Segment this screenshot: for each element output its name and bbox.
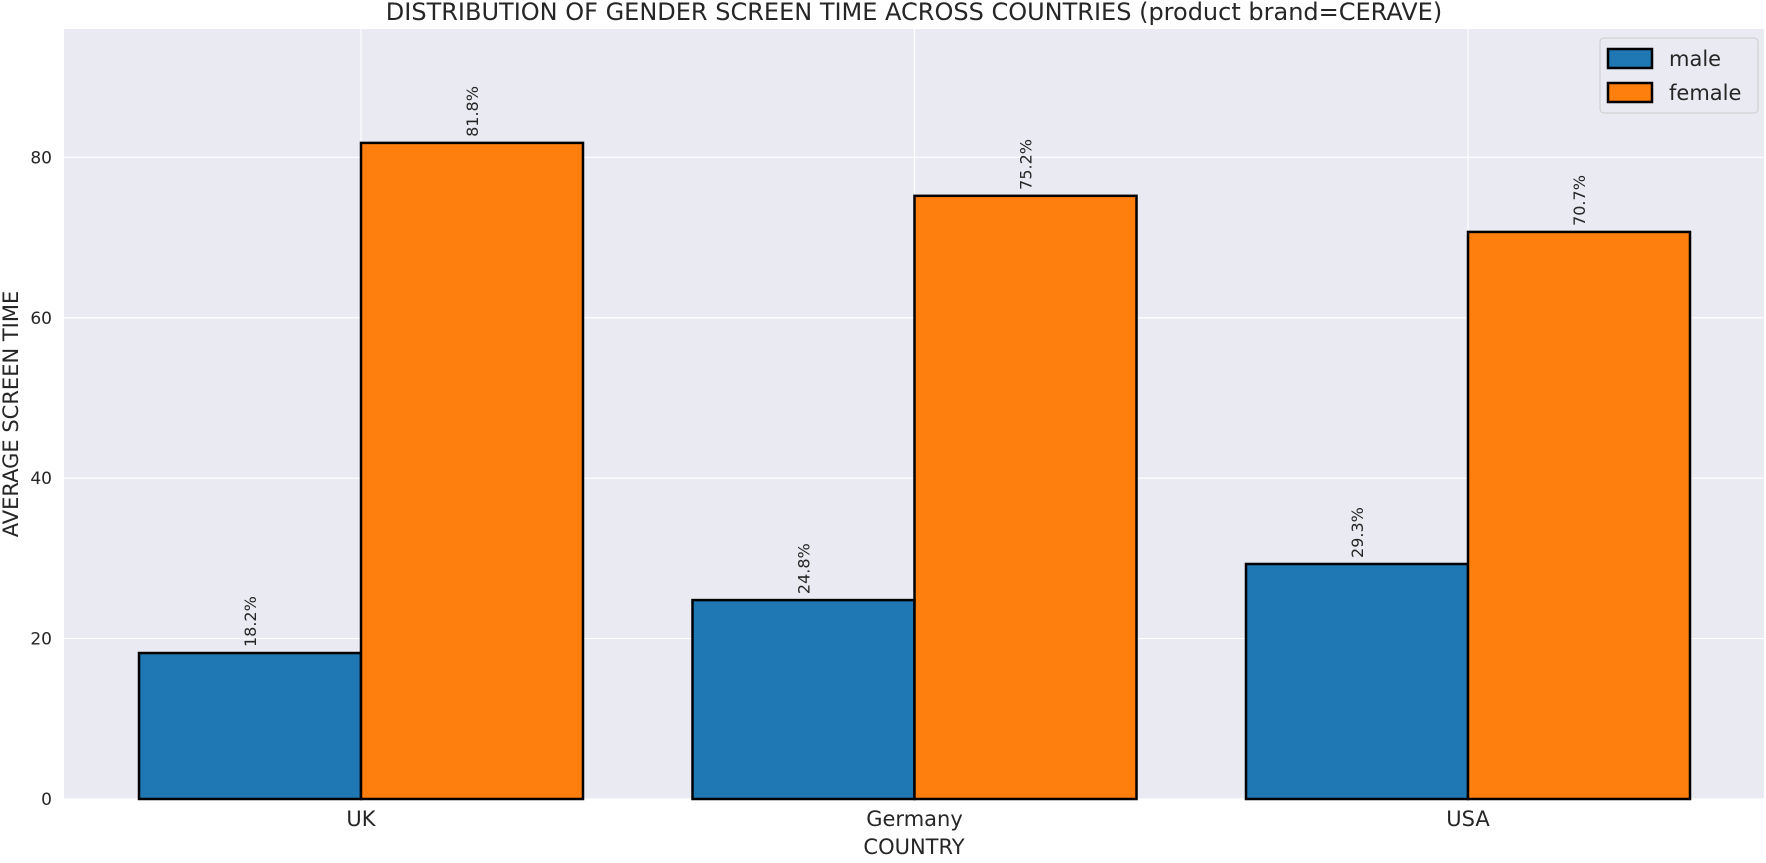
- x-tick-label: USA: [1446, 807, 1490, 831]
- bar-male-usa: [1244, 562, 1470, 801]
- bar-male-germany: [691, 598, 916, 801]
- bar-labels: 18.2% 24.8% 29.3% 81.8% 75.2% 70.7%: [241, 86, 1589, 647]
- x-axis-title: COUNTRY: [863, 835, 964, 859]
- legend-swatch-male: [1606, 47, 1654, 70]
- bar-female-germany: [913, 194, 1138, 801]
- y-axis-title: AVERAGE SCREEN TIME: [0, 291, 23, 538]
- y-axis-ticks: 0 20 40 60 80: [30, 148, 52, 810]
- bar-value-label: 70.7%: [1570, 175, 1589, 226]
- bar-female-uk: [359, 141, 585, 801]
- bar-value-label: 24.8%: [795, 543, 814, 594]
- x-tick-label: UK: [346, 807, 376, 831]
- y-tick-label: 20: [30, 630, 52, 650]
- bar-value-label: 81.8%: [463, 86, 482, 137]
- bar-value-label: 18.2%: [241, 596, 260, 647]
- x-tick-label: Germany: [866, 807, 963, 831]
- y-tick-label: 0: [41, 790, 52, 810]
- bar-value-label: 29.3%: [1348, 507, 1367, 558]
- legend-label-male: male: [1669, 47, 1721, 71]
- y-tick-label: 80: [30, 148, 52, 168]
- y-tick-label: 40: [30, 469, 52, 489]
- bars: [137, 141, 1692, 801]
- bar-male-uk: [137, 651, 363, 801]
- chart-title: DISTRIBUTION OF GENDER SCREEN TIME ACROS…: [386, 0, 1442, 26]
- legend-label-female: female: [1669, 81, 1741, 105]
- bar-female-usa: [1466, 230, 1692, 801]
- y-tick-label: 60: [30, 309, 52, 329]
- legend-swatch-female: [1606, 81, 1654, 104]
- legend: male female: [1599, 37, 1759, 114]
- bar-value-label: 75.2%: [1017, 139, 1036, 190]
- x-axis-ticks: UK Germany USA: [346, 807, 1490, 831]
